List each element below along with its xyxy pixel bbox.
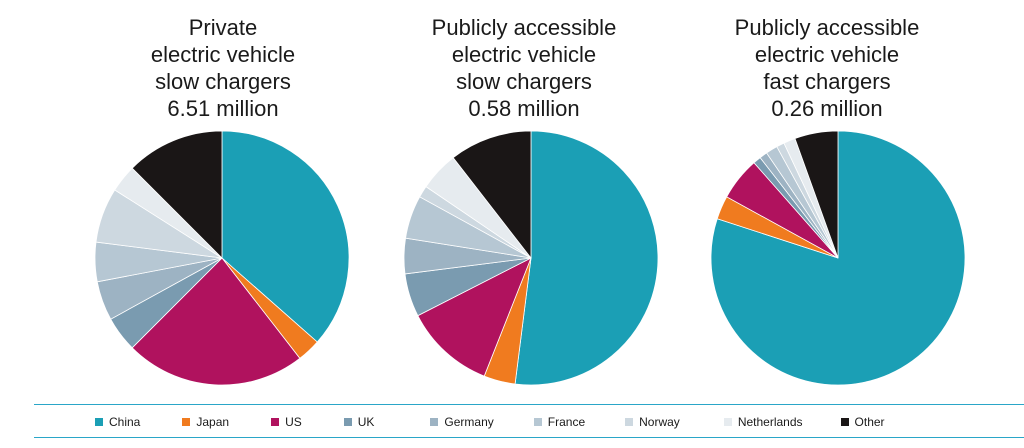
legend-label: UK <box>357 415 375 429</box>
legend-item-germany: Germany <box>430 415 494 429</box>
legend-label: Norway <box>639 415 680 429</box>
legend-swatch <box>533 418 542 426</box>
legend-item-other: Other <box>840 415 885 429</box>
title-line: slow chargers <box>155 69 291 94</box>
chart-title-public-slow: Publicly accessible electric vehicle slo… <box>404 14 644 122</box>
legend-label: Netherlands <box>737 415 803 429</box>
title-line: electric vehicle <box>150 42 296 67</box>
legend-swatch <box>723 418 732 426</box>
title-line: 0.26 million <box>771 96 883 121</box>
title-line: Private <box>188 15 258 40</box>
pie-1 <box>403 130 659 386</box>
title-line: electric vehicle <box>754 42 900 67</box>
chart-title-public-fast: Publicly accessible electric vehicle fas… <box>707 14 947 122</box>
legend-swatch <box>343 418 352 426</box>
title-line: fast chargers <box>763 69 891 94</box>
legend-swatch <box>182 418 191 426</box>
title-line: slow chargers <box>456 69 592 94</box>
legend-item-uk: UK <box>343 415 375 429</box>
legend-item-china: China <box>95 415 140 429</box>
pie-slice-us <box>417 257 532 377</box>
legend-item-norway: Norway <box>625 415 680 429</box>
legend-item-japan: Japan <box>182 415 229 429</box>
legend-label: China <box>109 415 141 429</box>
pie-slice-china <box>221 130 350 343</box>
pie-slice-other <box>452 130 532 260</box>
pie-0 <box>94 130 350 386</box>
legend-swatch <box>95 418 103 426</box>
legend-bottom-rule <box>34 437 1024 438</box>
legend-swatch <box>271 418 280 426</box>
chart-title-private-slow: Private electric vehicle slow chargers 6… <box>103 14 343 122</box>
legend-item-netherlands: Netherlands <box>723 415 803 429</box>
legend-label: Germany <box>444 415 494 429</box>
pie-slice-other <box>131 130 223 259</box>
legend-item-us: US <box>271 415 302 429</box>
title-line: Publicly accessible <box>431 15 617 40</box>
pie-slice-us <box>131 257 301 386</box>
title-line: 6.51 million <box>167 96 279 121</box>
legend-swatch <box>840 418 849 426</box>
pie-2 <box>710 130 966 386</box>
title-line: Publicly accessible <box>734 15 920 40</box>
pie-slice-china <box>514 130 659 386</box>
legend: China Japan US UK Germany France Norway Netherl… <box>95 412 885 432</box>
title-line: 0.58 million <box>468 96 580 121</box>
legend-swatch <box>625 418 634 426</box>
legend-label: US <box>285 415 302 429</box>
legend-swatch <box>430 418 439 426</box>
title-line: electric vehicle <box>451 42 597 67</box>
legend-label: France <box>547 415 586 429</box>
pie-charts <box>94 130 966 386</box>
legend-item-france: France <box>533 415 586 429</box>
legend-label: Other <box>854 415 885 429</box>
legend-label: Japan <box>196 415 230 429</box>
legend-top-rule <box>34 404 1024 405</box>
pie-slice-other <box>794 130 839 259</box>
